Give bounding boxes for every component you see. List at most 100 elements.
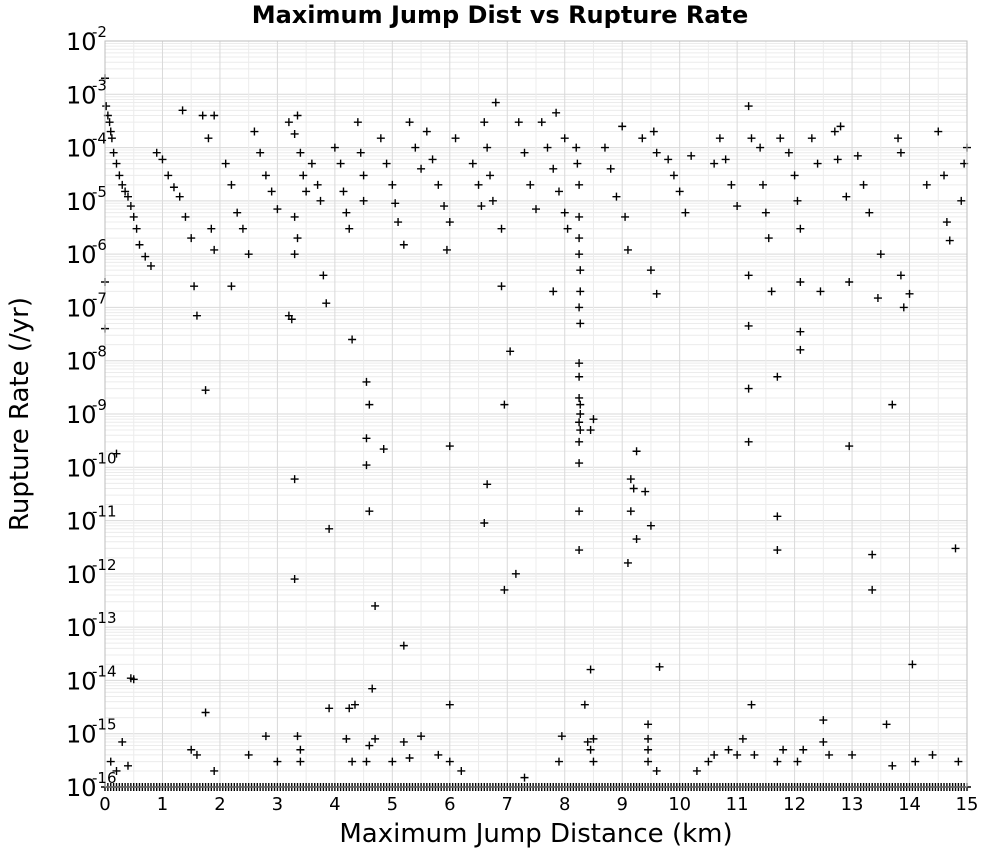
data-point (652, 766, 661, 775)
y-tick-label: 10-9 (66, 396, 107, 429)
x-tick-label: 15 (956, 794, 979, 815)
y-tick-exponent: -11 (92, 503, 117, 521)
y-tick-mantissa: 10 (66, 401, 97, 429)
data-point (626, 507, 635, 516)
data-point (244, 250, 253, 259)
data-point (181, 212, 190, 221)
data-point (105, 118, 114, 127)
data-point (646, 266, 655, 275)
data-point (819, 716, 828, 725)
data-point (557, 732, 566, 741)
data-point (681, 208, 690, 217)
data-point (477, 202, 486, 211)
data-point (583, 737, 592, 746)
data-point (434, 180, 443, 189)
data-point (442, 245, 451, 254)
y-tick-label: 10-4 (66, 130, 107, 163)
y-tick-mantissa: 10 (66, 294, 97, 322)
data-point (796, 278, 805, 287)
data-point (845, 442, 854, 451)
data-point (175, 192, 184, 201)
data-point (575, 437, 584, 446)
data-point (934, 127, 943, 136)
y-tick-exponent: -15 (92, 716, 117, 734)
data-point (554, 187, 563, 196)
data-point (379, 445, 388, 454)
y-tick-exponent: -10 (92, 449, 117, 467)
data-point (733, 202, 742, 211)
data-point (799, 745, 808, 754)
data-point (348, 757, 357, 766)
y-tick-label: 10-8 (66, 343, 107, 376)
data-point (417, 164, 426, 173)
data-point (293, 234, 302, 243)
data-point (945, 236, 954, 245)
data-point (445, 757, 454, 766)
data-point (526, 180, 535, 189)
data-point (779, 745, 788, 754)
x-tick-label: 10 (668, 794, 691, 815)
data-point (554, 757, 563, 766)
data-point (445, 700, 454, 709)
y-tick-label: 10-16 (66, 769, 117, 802)
data-point (859, 180, 868, 189)
data-point (576, 319, 585, 328)
data-point (560, 134, 569, 143)
data-point (322, 299, 331, 308)
data-point (520, 148, 529, 157)
data-point (210, 245, 219, 254)
data-point (629, 484, 638, 493)
y-tick-exponent: -13 (92, 609, 117, 627)
data-point (210, 766, 219, 775)
y-tick-label: 10-6 (66, 236, 107, 269)
y-tick-label: 10-3 (66, 76, 107, 109)
data-point (290, 575, 299, 584)
data-point (405, 118, 414, 127)
data-point (520, 773, 529, 782)
data-point (575, 212, 584, 221)
data-point (623, 558, 632, 567)
data-point (793, 757, 802, 766)
data-point (669, 171, 678, 180)
data-point (641, 487, 650, 496)
data-point (894, 134, 903, 143)
x-tick-label: 5 (387, 794, 398, 815)
data-point (204, 134, 213, 143)
data-point (796, 345, 805, 354)
data-point (899, 303, 908, 312)
data-point (382, 159, 391, 168)
data-point (761, 208, 770, 217)
data-point (123, 761, 132, 770)
x-tick-label: 1 (157, 794, 168, 815)
data-point (845, 278, 854, 287)
data-point (339, 187, 348, 196)
data-point (273, 757, 282, 766)
data-point (187, 745, 196, 754)
data-point (727, 180, 736, 189)
data-point (715, 134, 724, 143)
data-point (158, 155, 167, 164)
grid (104, 40, 968, 788)
data-point (491, 98, 500, 107)
data-point (807, 134, 816, 143)
data-point (428, 155, 437, 164)
data-point (532, 205, 540, 214)
data-point (135, 240, 144, 249)
data-point (359, 171, 368, 180)
data-point (563, 224, 572, 233)
data-point (371, 601, 380, 610)
data-point (345, 224, 354, 233)
data-point (664, 155, 673, 164)
data-point (575, 234, 584, 243)
data-point (342, 734, 351, 743)
data-point (371, 734, 380, 743)
data-point (445, 442, 454, 451)
data-point (164, 171, 173, 180)
y-tick-label: 10-13 (66, 609, 117, 642)
data-point (290, 212, 299, 221)
x-tick-label: 8 (559, 794, 570, 815)
data-point (649, 127, 658, 136)
data-point (362, 377, 371, 386)
data-point (293, 111, 302, 120)
